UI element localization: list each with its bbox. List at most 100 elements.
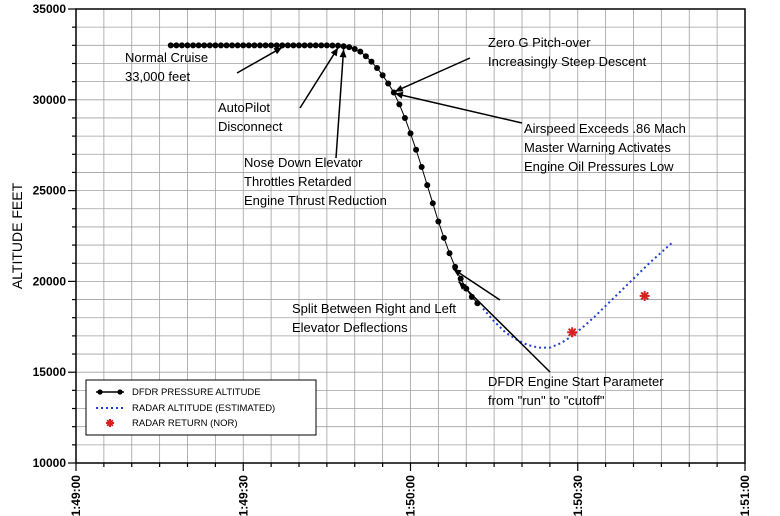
dfdr-point bbox=[201, 42, 208, 49]
dfdr-point bbox=[452, 263, 459, 270]
annotation-arrowhead bbox=[458, 281, 467, 290]
dfdr-point bbox=[307, 42, 314, 49]
y-tick-label: 10000 bbox=[33, 456, 67, 470]
y-tick-label: 25000 bbox=[33, 184, 67, 198]
dfdr-point bbox=[178, 42, 185, 49]
radar-return-point bbox=[639, 290, 650, 301]
radar-return-point bbox=[567, 327, 578, 338]
annotations: Normal Cruise 33,000 feet AutoPilot Disconn… bbox=[125, 35, 686, 408]
asterisk-stroke bbox=[567, 328, 577, 337]
dfdr-point bbox=[262, 42, 269, 49]
x-tick-label: 1:49:00 bbox=[69, 475, 83, 516]
annotation-arrow bbox=[236, 46, 283, 74]
dfdr-point bbox=[340, 43, 347, 50]
legend-return-label: RADAR RETURN (NOR) bbox=[132, 418, 238, 429]
annotation: AutoPilot Disconnect bbox=[218, 47, 339, 134]
dfdr-point bbox=[318, 42, 325, 49]
dfdr-point bbox=[290, 42, 297, 49]
dfdr-point bbox=[229, 42, 236, 49]
dfdr-point bbox=[335, 42, 342, 49]
dfdr-point bbox=[184, 42, 191, 49]
annotation-arrowhead bbox=[273, 47, 283, 55]
dfdr-point bbox=[413, 146, 420, 153]
y-tick-label: 30000 bbox=[33, 93, 67, 107]
x-tick-label: 1:50:30 bbox=[571, 475, 585, 516]
annotation-line: Throttles Retarded bbox=[244, 174, 352, 189]
dfdr-point bbox=[440, 234, 447, 241]
y-tick-label: 20000 bbox=[33, 274, 67, 288]
dfdr-point bbox=[212, 42, 219, 49]
dfdr-point bbox=[190, 42, 197, 49]
dfdr-point bbox=[429, 200, 436, 207]
radar-line bbox=[482, 241, 674, 349]
annotation-line: AutoPilot bbox=[218, 100, 270, 115]
annotation-arrow bbox=[335, 49, 345, 159]
dfdr-point bbox=[217, 42, 224, 49]
dfdr-point bbox=[312, 42, 319, 49]
dfdr-point bbox=[323, 42, 330, 49]
annotation-arrowhead bbox=[453, 268, 462, 277]
dfdr-point bbox=[279, 42, 286, 49]
dfdr-point bbox=[407, 130, 414, 137]
legend-box bbox=[85, 379, 317, 436]
annotation-line: from "run" to "cutoff" bbox=[488, 393, 605, 408]
annotation-line: Engine Thrust Reduction bbox=[244, 193, 387, 208]
y-tick-label: 35000 bbox=[33, 2, 67, 16]
annotation: Split Between Right and Left Elevator Def… bbox=[292, 268, 501, 335]
series-layer bbox=[167, 42, 674, 349]
dfdr-point bbox=[362, 53, 369, 60]
dfdr-point bbox=[301, 42, 308, 49]
annotation-arrowhead bbox=[330, 47, 339, 57]
dfdr-point bbox=[351, 45, 358, 52]
dfdr-point bbox=[206, 42, 213, 49]
dfdr-point bbox=[346, 44, 353, 51]
y-tick-label: 15000 bbox=[33, 365, 67, 379]
dfdr-point bbox=[223, 42, 230, 49]
dfdr-point bbox=[446, 250, 453, 257]
dfdr-point bbox=[167, 42, 174, 49]
annotation-line: DFDR Engine Start Parameter bbox=[488, 374, 664, 389]
x-tick-label: 1:51:00 bbox=[738, 475, 752, 516]
dfdr-point bbox=[396, 101, 403, 108]
legend: DFDR PRESSURE ALTITUDE RADAR ALTITUDE (ES… bbox=[85, 379, 317, 436]
annotation: Normal Cruise 33,000 feet bbox=[125, 46, 283, 84]
dfdr-point bbox=[424, 182, 431, 189]
dfdr-point bbox=[173, 42, 180, 49]
dfdr-point bbox=[457, 275, 464, 282]
annotation-line: Elevator Deflections bbox=[292, 320, 408, 335]
dfdr-point bbox=[374, 65, 381, 72]
dfdr-point bbox=[418, 163, 425, 170]
x-tick-label: 1:50:00 bbox=[404, 475, 418, 516]
dfdr-point bbox=[296, 42, 302, 49]
annotation-line: 33,000 feet bbox=[125, 69, 190, 84]
y-axis-title: ALTITUDE FEET bbox=[9, 182, 25, 289]
annotation-arrowhead bbox=[394, 85, 404, 92]
legend-return-marker bbox=[106, 419, 114, 427]
dfdr-point bbox=[256, 42, 263, 49]
annotation-arrow bbox=[394, 92, 523, 124]
axes: 1:49:00 1:49:30 1:50:00 1:50:30 1:51:00 10000… bbox=[9, 2, 752, 516]
legend-dfdr-dot bbox=[97, 389, 103, 395]
legend-radar-label: RADAR ALTITUDE (ESTIMATED) bbox=[132, 403, 275, 414]
annotation-line: Zero G Pitch-over bbox=[488, 35, 591, 50]
dfdr-point bbox=[240, 42, 247, 49]
dfdr-point bbox=[435, 218, 442, 225]
annotation: Zero G Pitch-over Increasingly Steep Desc… bbox=[394, 35, 647, 93]
dfdr-point bbox=[385, 80, 392, 87]
dfdr-point bbox=[329, 42, 336, 49]
annotation-line: Airspeed Exceeds .86 Mach bbox=[524, 121, 686, 136]
annotation-arrow bbox=[458, 281, 551, 373]
annotation-line: Normal Cruise bbox=[125, 50, 208, 65]
asterisk-stroke bbox=[640, 291, 649, 301]
annotation-arrow bbox=[394, 57, 471, 93]
annotation-line: Engine Oil Pressures Low bbox=[524, 159, 674, 174]
annotation-line: Master Warning Activates bbox=[524, 140, 671, 155]
annotation: Airspeed Exceeds .86 Mach Master Warning … bbox=[394, 91, 686, 174]
annotation-arrowhead bbox=[339, 49, 347, 58]
dfdr-point bbox=[357, 48, 364, 55]
dfdr-point bbox=[284, 42, 291, 49]
dfdr-point bbox=[401, 114, 408, 121]
annotation-line: Nose Down Elevator bbox=[244, 155, 363, 170]
legend-dfdr-dot bbox=[117, 389, 123, 395]
